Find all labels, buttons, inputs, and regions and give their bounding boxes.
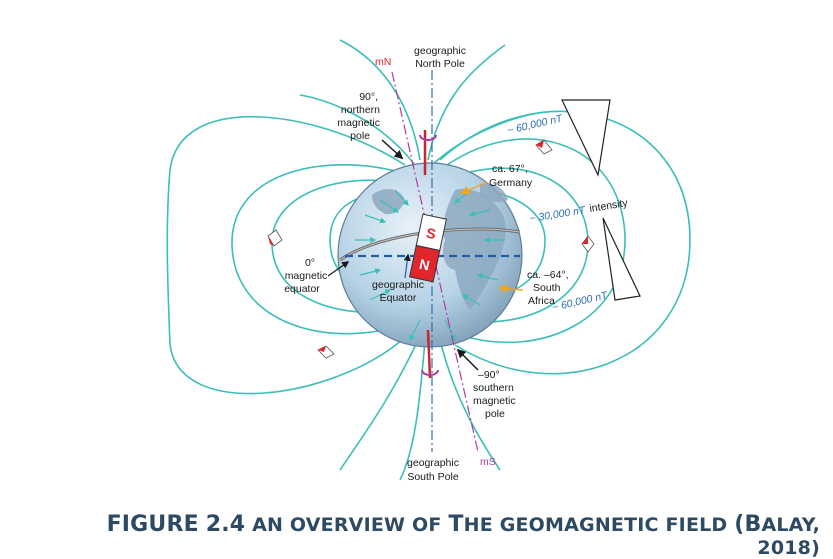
caption-text-3: ALAY, 2018) bbox=[757, 514, 820, 559]
caption-figure-word: FIGURE bbox=[106, 512, 199, 537]
geo-south-label-1: geographic bbox=[407, 457, 459, 469]
compass-needle bbox=[267, 229, 283, 247]
north-mag-label-1: 90°, bbox=[359, 91, 378, 103]
magnet-n-label: N bbox=[418, 256, 431, 274]
magnet-s-label: S bbox=[425, 225, 437, 243]
caption-figure-number: 2.4 bbox=[205, 512, 246, 537]
field-arrows bbox=[355, 189, 505, 342]
figure-caption: FIGURE 2.4 AN OVERVIEW OF THE GEOMAGNETI… bbox=[80, 512, 820, 559]
geomagnetic-field-diagram: S N mN geographic North Pole 90°, northe… bbox=[166, 39, 691, 483]
intensity-triangle-top bbox=[561, 99, 611, 177]
south-mag-label-1: –90° bbox=[478, 369, 500, 381]
continent-shape bbox=[480, 183, 508, 203]
mn-label: mN bbox=[375, 56, 391, 68]
mag-eq-label-3: equator bbox=[284, 283, 320, 295]
south-axis-red bbox=[426, 329, 432, 379]
mag-eq-label-2: magnetic bbox=[285, 270, 328, 282]
germany-label-1: ca. 67°, bbox=[492, 163, 528, 175]
bar-magnet: S N bbox=[409, 213, 447, 283]
germany-label-2: Germany bbox=[489, 177, 533, 189]
caption-cap-b: B bbox=[744, 512, 762, 537]
intensity-60000-top: ~ 60,000 nT bbox=[506, 112, 565, 137]
compass-needle bbox=[535, 139, 553, 155]
south-pole-pointer bbox=[456, 348, 479, 371]
geo-south-label-2: South Pole bbox=[407, 471, 459, 483]
rotation-arrow-icon bbox=[421, 369, 439, 376]
geo-equator-pointer bbox=[403, 253, 411, 279]
north-mag-label-4: pole bbox=[350, 130, 370, 142]
north-mag-label-2: northern bbox=[341, 104, 380, 116]
rotation-arrow-icon bbox=[419, 134, 437, 141]
caption-cap-t: T bbox=[448, 512, 464, 537]
compass-needle bbox=[317, 345, 335, 359]
intensity-triangle-bottom bbox=[602, 217, 641, 301]
intensity-30000: ~ 30,000 nT bbox=[529, 204, 588, 225]
geo-north-label-1: geographic bbox=[414, 45, 466, 57]
sa-label-2: South bbox=[533, 282, 561, 294]
south-africa-pointer bbox=[498, 284, 524, 294]
north-mag-label-3: magnetic bbox=[337, 117, 380, 129]
equator-pointer bbox=[327, 261, 350, 277]
caption-paren: ( bbox=[734, 512, 745, 537]
south-mag-label-4: pole bbox=[485, 408, 505, 420]
geo-eq-label-1: geographic bbox=[372, 279, 424, 291]
mag-eq-label-1: 0° bbox=[305, 257, 315, 269]
compass-needle bbox=[581, 235, 595, 253]
sa-label-1: ca. –64°, bbox=[527, 269, 569, 281]
ms-label: mS bbox=[480, 456, 496, 468]
sa-label-3: Africa bbox=[528, 295, 555, 307]
continent-shape bbox=[443, 188, 506, 310]
germany-pointer bbox=[460, 181, 488, 195]
geo-north-label-2: North Pole bbox=[415, 58, 465, 70]
intensity-label: intensity bbox=[589, 197, 630, 215]
north-pole-pointer bbox=[381, 139, 404, 160]
caption-text-1: AN OVERVIEW OF bbox=[252, 514, 442, 536]
caption-text-2: HE GEOMAGNETIC FIELD bbox=[463, 514, 728, 536]
south-mag-label-3: magnetic bbox=[473, 395, 516, 407]
geo-eq-label-2: Equator bbox=[380, 292, 417, 304]
south-mag-label-2: southern bbox=[473, 382, 514, 394]
